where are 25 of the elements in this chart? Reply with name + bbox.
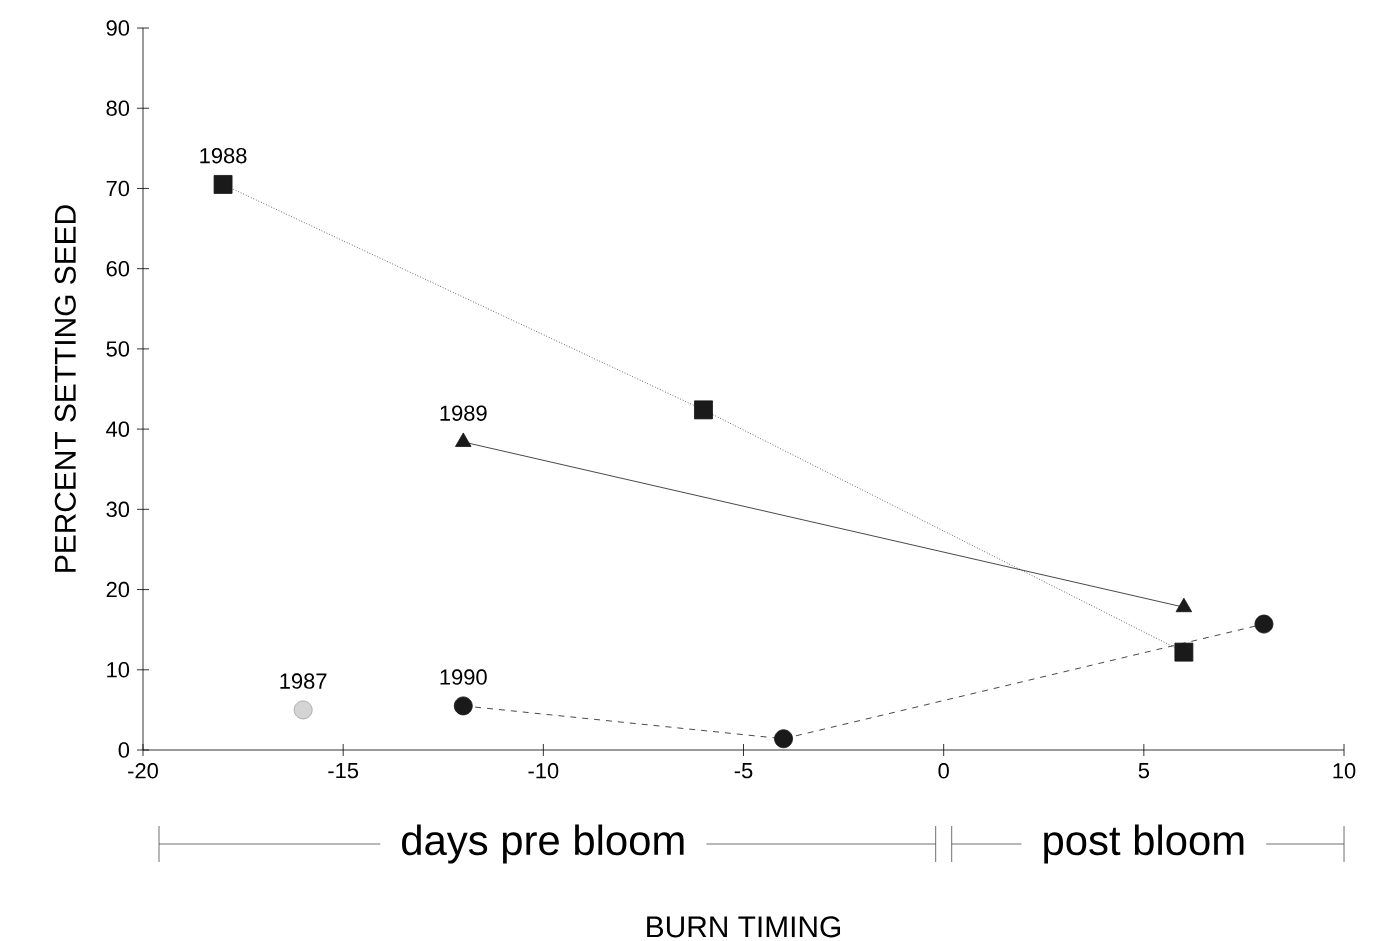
text: post bloom	[1044, 824, 1244, 864]
x-tick-label: 0	[938, 763, 949, 779]
y-tick-label: 60	[106, 260, 130, 277]
y-tick-label: 40	[106, 421, 130, 437]
x-tick-label: -15	[328, 763, 359, 779]
y-tick-label: 30	[106, 501, 130, 518]
series-label: 1988	[200, 147, 247, 164]
y-tick-label: 70	[106, 180, 130, 197]
x-tick-label: 5	[1138, 763, 1149, 779]
y-axis-title: PERCENT SETTING SEED	[54, 205, 76, 572]
x-tick-label: 10	[1333, 763, 1356, 779]
x-tick-label: -10	[528, 763, 559, 779]
y-tick-label: 20	[106, 581, 130, 598]
y-tick-label: 90	[106, 20, 130, 36]
y-tick-label: 10	[107, 662, 130, 678]
y-tick-label: 0	[118, 742, 130, 758]
series-label: 1990	[440, 669, 487, 685]
text: days pre bloom	[402, 824, 684, 864]
series-label: 1987	[280, 673, 327, 689]
x-axis-title: BURN TIMING	[647, 916, 841, 938]
y-tick-label: 50	[106, 341, 130, 357]
series-label: 1989	[440, 405, 487, 421]
x-tick-label: -20	[128, 763, 158, 779]
x-tick-label: -5	[734, 763, 753, 779]
y-tick-label: 80	[106, 100, 130, 116]
